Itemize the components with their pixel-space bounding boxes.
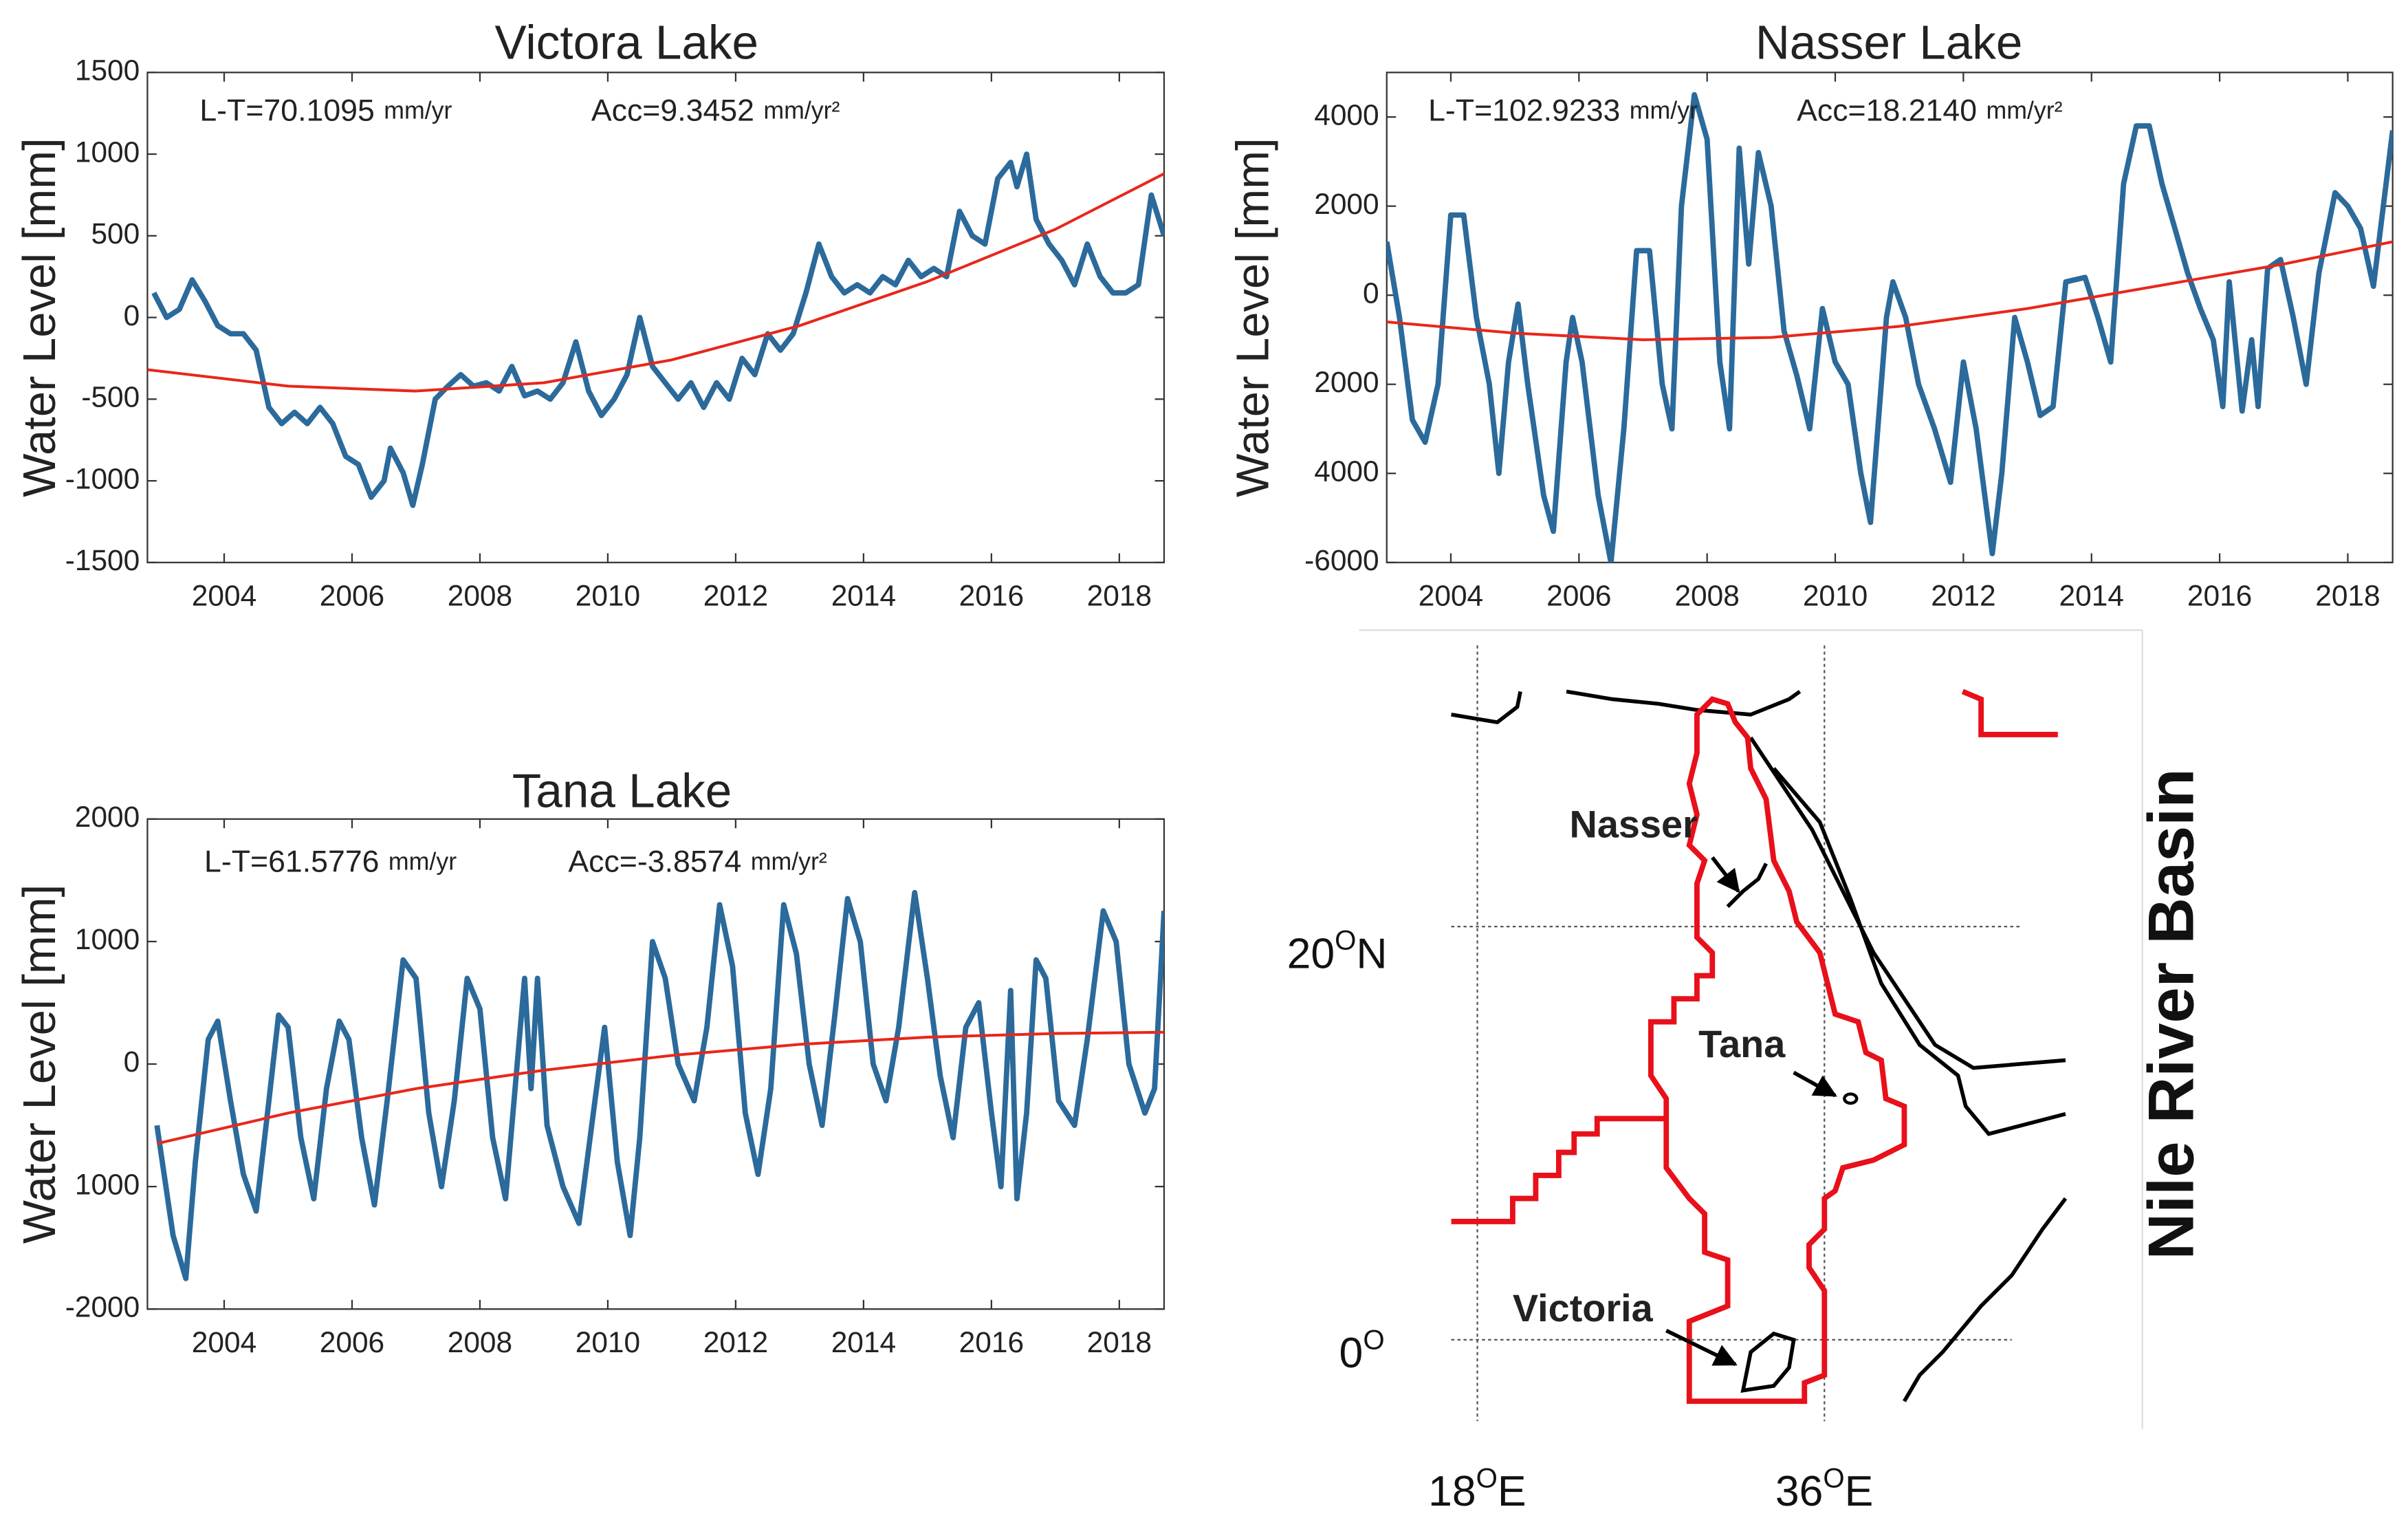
- y-tick-label: 4000: [1314, 98, 1379, 131]
- x-tick-label: 2018: [1087, 1326, 1152, 1358]
- coastline: [1749, 736, 2066, 1070]
- y-axis-label: Water Level [mm]: [14, 885, 65, 1244]
- map: Nasser Tana Victoria 20ON 0O 18OE 36OE N…: [1287, 629, 2207, 1515]
- lake-label: Nasser: [1570, 803, 1698, 846]
- basin-boundary: [1451, 696, 1907, 1405]
- lake-label: Tana: [1698, 1022, 1786, 1065]
- series-line: [151, 151, 1164, 508]
- x-tick-label: 2012: [1931, 579, 1995, 611]
- annotation: L-T=61.5776 mm/yr: [204, 845, 457, 878]
- y-tick-label: 2000: [1314, 188, 1379, 220]
- x-tick-label: 2008: [1674, 579, 1739, 611]
- x-tick-label: 2018: [1087, 579, 1152, 611]
- chart-title: Tana Lake: [512, 763, 732, 817]
- y-tick-label: 1000: [75, 1168, 140, 1200]
- x-tick-label: 2014: [2059, 579, 2124, 611]
- lake: [1843, 1092, 1859, 1105]
- y-tick-label: 2000: [1314, 366, 1379, 398]
- chart-title: Victora Lake: [494, 16, 758, 69]
- plot-area: [1386, 72, 2394, 563]
- x-tick-label: 2010: [576, 1326, 640, 1358]
- lake: [1726, 863, 1768, 909]
- map-title: Nile River Basin: [2134, 768, 2207, 1259]
- y-axis-label: Water Level [mm]: [14, 138, 65, 497]
- x-tick-label: 2004: [192, 579, 256, 611]
- y-tick-label: 0: [124, 299, 140, 332]
- coastline: [1903, 1197, 2068, 1402]
- series-line: [154, 889, 1164, 1281]
- series-line: [1386, 91, 2393, 563]
- chart: Tana Lake Water Level [mm] -2000 1000 0 1000 2…: [14, 763, 1165, 1358]
- arrow: [1665, 1329, 1738, 1367]
- lat-label: 20ON: [1287, 925, 1388, 978]
- y-tick-label: 0: [1363, 276, 1379, 309]
- x-tick-label: 2004: [192, 1326, 256, 1358]
- chart: Victora Lake Water Level [mm] -1500 -1000 -5…: [14, 16, 1165, 611]
- chart-title: Nasser Lake: [1755, 16, 2023, 69]
- trend-line: [147, 172, 1164, 393]
- annotation: Acc=18.2140 mm/yr²: [1797, 94, 2063, 127]
- y-tick-label: -500: [81, 381, 140, 413]
- coastline: [1566, 689, 1802, 717]
- x-tick-label: 2014: [831, 579, 896, 611]
- x-tick-label: 2006: [320, 1326, 384, 1358]
- y-tick-label: 1000: [75, 923, 140, 955]
- lat-label: 0O: [1339, 1324, 1385, 1377]
- y-tick-label: -1500: [65, 544, 140, 576]
- x-tick-label: 2012: [703, 1326, 768, 1358]
- y-tick-label: 1000: [75, 135, 140, 168]
- basin-boundary: [1961, 688, 2058, 737]
- y-tick-label: 1500: [75, 54, 140, 87]
- y-axis-label: Water Level [mm]: [1227, 138, 1279, 497]
- x-tick-label: 2012: [703, 579, 768, 611]
- annotation: L-T=102.9233 mm/yr: [1428, 94, 1698, 127]
- coastline: [1772, 767, 2066, 1136]
- lake: [1740, 1331, 1796, 1393]
- x-tick-label: 2008: [448, 1326, 512, 1358]
- annotation: Acc=-3.8574 mm/yr²: [568, 845, 827, 878]
- x-tick-label: 2004: [1419, 579, 1483, 611]
- y-tick-label: -1000: [65, 462, 140, 495]
- plot-area: [146, 72, 1165, 563]
- chart: Nasser Lake Water Level [mm] -6000 4000 2000…: [1227, 16, 2394, 611]
- arrow: [1793, 1070, 1837, 1098]
- x-tick-label: 2008: [448, 579, 512, 611]
- annotation: L-T=70.1095 mm/yr: [199, 94, 452, 127]
- y-tick-label: -2000: [65, 1290, 140, 1323]
- plot-area: [146, 818, 1165, 1310]
- y-tick-label: 4000: [1314, 455, 1379, 487]
- x-tick-label: 2016: [959, 1326, 1024, 1358]
- y-tick-label: 0: [124, 1045, 140, 1078]
- lake-label: Victoria: [1513, 1286, 1654, 1330]
- arrow: [1711, 856, 1740, 893]
- x-tick-label: 2018: [2315, 579, 2380, 611]
- y-tick-label: 2000: [75, 801, 140, 833]
- coastline: [1451, 691, 1522, 725]
- x-tick-label: 2010: [1803, 579, 1868, 611]
- x-tick-label: 2016: [2187, 579, 2252, 611]
- x-tick-label: 2010: [576, 579, 640, 611]
- trend-line: [1386, 240, 2393, 341]
- lon-label: 36OE: [1775, 1462, 1874, 1515]
- y-tick-label: 500: [91, 217, 140, 250]
- lon-label: 18OE: [1428, 1462, 1526, 1515]
- annotation: Acc=9.3452 mm/yr²: [591, 94, 840, 127]
- x-tick-label: 2006: [1546, 579, 1611, 611]
- trend-line: [156, 1030, 1164, 1145]
- y-tick-label: -6000: [1304, 544, 1379, 576]
- x-tick-label: 2016: [959, 579, 1024, 611]
- x-tick-label: 2006: [320, 579, 384, 611]
- x-tick-label: 2014: [831, 1326, 896, 1358]
